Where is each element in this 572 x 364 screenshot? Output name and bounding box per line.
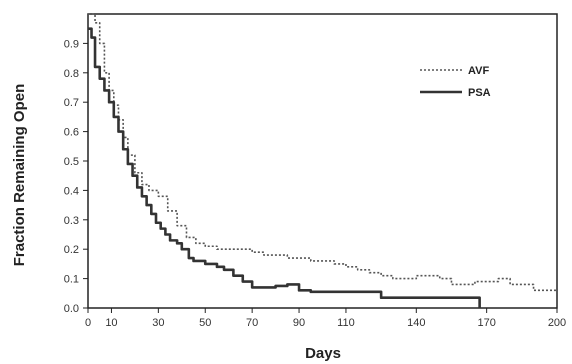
series-layer — [88, 13, 557, 308]
y-tick-label: 0.7 — [64, 97, 79, 109]
x-tick-label: 0 — [85, 317, 91, 329]
y-tick-label: 0.3 — [64, 215, 79, 227]
plot-area — [87, 13, 558, 309]
x-tick-label: 200 — [548, 317, 566, 329]
x-tick-label: 110 — [337, 317, 355, 329]
x-tick-label: 70 — [246, 317, 258, 329]
x-tick-label: 30 — [152, 317, 164, 329]
y-tick-label: 0.4 — [64, 185, 79, 197]
legend-label-psa: PSA — [468, 87, 491, 99]
x-tick-label: 140 — [407, 317, 425, 329]
series-line-psa — [88, 27, 481, 308]
plot-border — [87, 13, 558, 309]
y-tick-label: 0.0 — [64, 303, 79, 315]
x-tick-label: 170 — [477, 317, 495, 329]
x-tick-label: 90 — [293, 317, 305, 329]
legend: AVF PSA — [420, 65, 491, 99]
y-tick-label: 0.2 — [64, 244, 79, 256]
y-tick-label: 0.8 — [64, 68, 79, 80]
y-tick-label: 0.9 — [64, 38, 79, 50]
series-line-avf — [88, 13, 557, 292]
y-axis-title: Fraction Remaining Open — [11, 84, 28, 267]
y-tick-label: 0.5 — [64, 156, 79, 168]
x-tick-label: 50 — [199, 317, 211, 329]
x-tick-label: 10 — [105, 317, 117, 329]
y-tick-label: 0.6 — [64, 127, 79, 139]
y-tick-label: 0.1 — [64, 274, 79, 286]
y-axis: 0.0 0.1 0.2 0.3 0.4 0.5 0.6 0.7 0.8 0.9 — [64, 38, 88, 315]
x-axis: 0 10 30 50 70 90 110 140 170 200 — [85, 308, 566, 329]
legend-label-avf: AVF — [468, 65, 489, 77]
x-axis-title: Days — [305, 345, 341, 362]
